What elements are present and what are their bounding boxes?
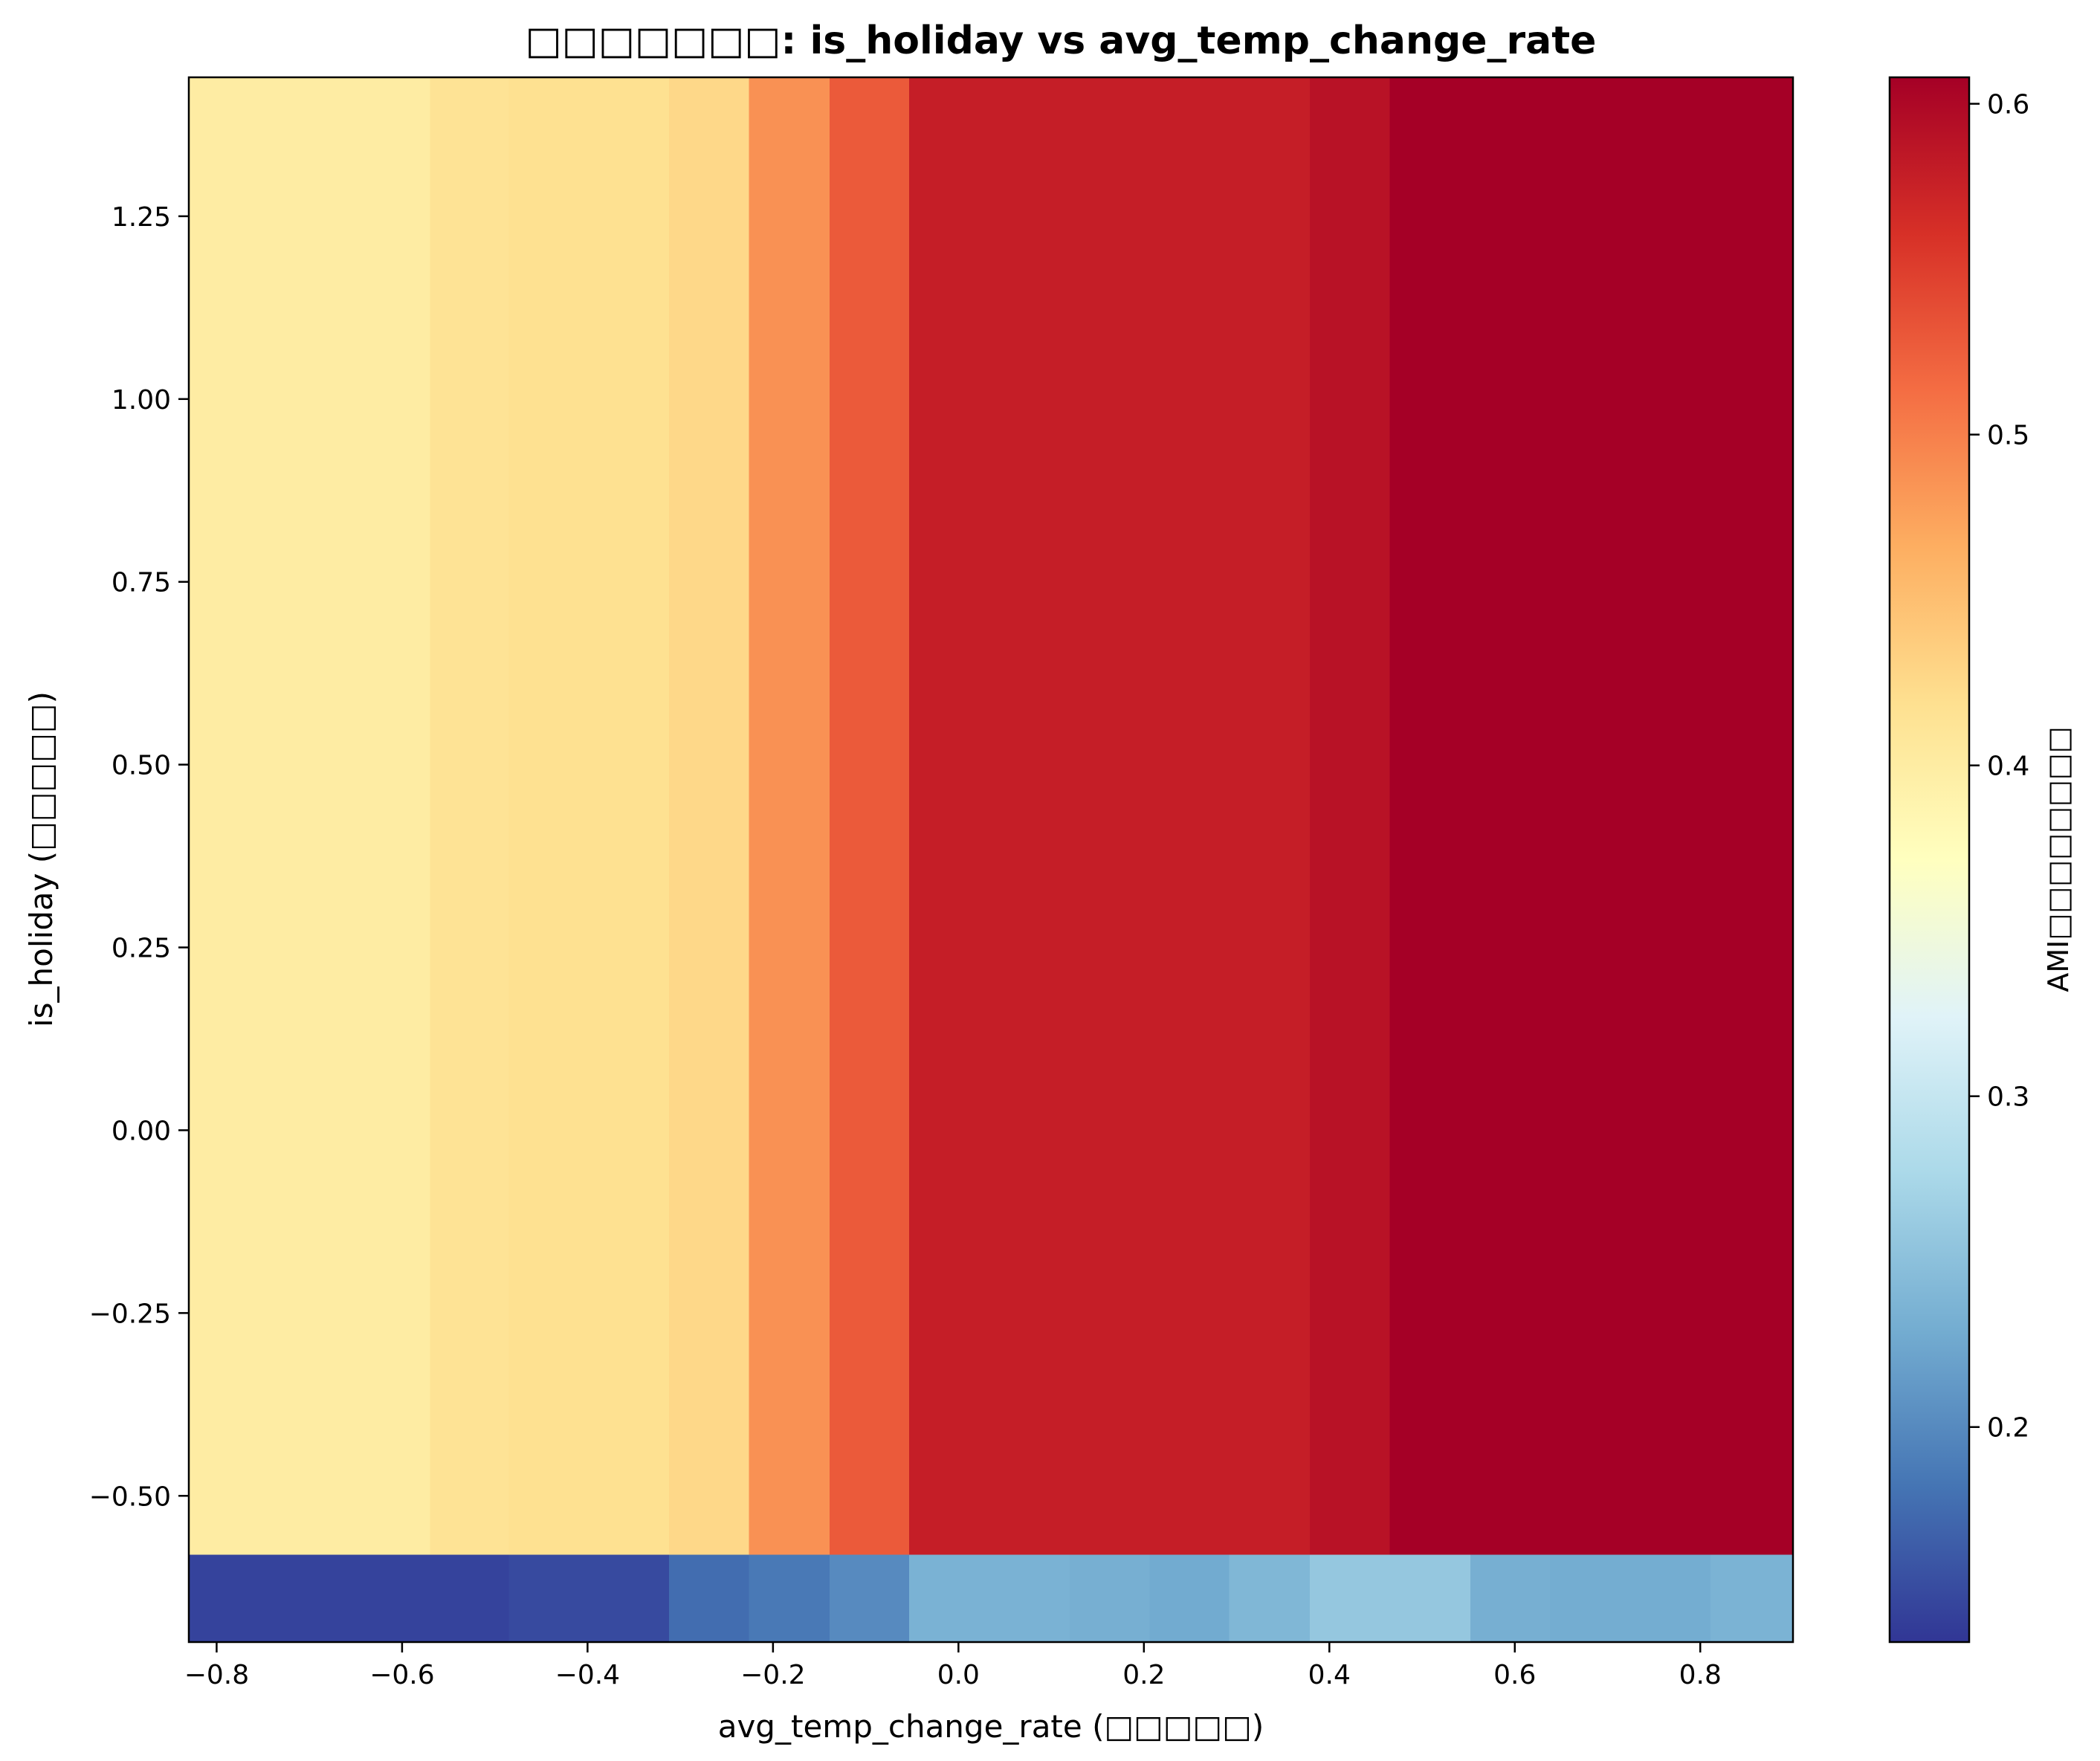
heatmap-cell — [1629, 77, 1711, 1555]
x-tick-label: 0.8 — [1679, 1660, 1722, 1690]
heatmap-cell — [1710, 1554, 1794, 1643]
heatmap-cell — [829, 77, 911, 1555]
x-tick-label: 0.4 — [1308, 1660, 1351, 1690]
heatmap-cell — [1550, 1554, 1631, 1643]
y-axis-label: is_holiday (□□□□□) — [23, 691, 59, 1027]
y-axis: −0.50 −0.25 0.00 0.25 0.50 0.75 1.00 1.25 — [89, 202, 189, 1512]
heatmap-cell — [1629, 1554, 1711, 1643]
x-tick-label: 0.6 — [1493, 1660, 1536, 1690]
heatmap-cell — [1550, 77, 1631, 1555]
y-tick-label: 1.00 — [112, 385, 171, 416]
colorbar-axis: 0.2 0.3 0.4 0.5 0.6 — [1969, 90, 2029, 1444]
heatmap-cell — [1070, 1554, 1151, 1643]
heatmap-cell — [430, 77, 510, 1555]
colorbar — [1888, 76, 1971, 1644]
heatmap-cell — [749, 1554, 830, 1643]
heatmap-cell — [909, 1554, 990, 1643]
heatmap-cell — [989, 1554, 1070, 1643]
plot-frame — [187, 76, 1794, 1644]
heatmap-cell — [669, 77, 750, 1555]
x-tick-label: 0.0 — [937, 1660, 980, 1690]
heatmap-cell — [1070, 77, 1151, 1555]
y-tick-label: −0.25 — [89, 1299, 171, 1329]
x-axis: −0.8 −0.6 −0.4 −0.2 0.0 0.2 0.4 0.6 0.8 — [184, 1642, 1722, 1690]
x-tick-label: −0.4 — [555, 1660, 620, 1690]
y-tick-label: 0.00 — [112, 1116, 171, 1146]
colorbar-tick-label: 0.6 — [1987, 90, 2029, 120]
heatmap-cell — [189, 77, 431, 1555]
y-tick-label: −0.50 — [89, 1481, 171, 1512]
y-tick-label: 0.25 — [112, 934, 171, 964]
colorbar-tick-label: 0.4 — [1987, 752, 2029, 782]
x-axis-label: avg_temp_change_rate (□□□□□) — [718, 1708, 1264, 1745]
heatmap-cell — [1310, 1554, 1391, 1643]
heatmap-cell — [430, 1554, 510, 1643]
heatmap-cell — [1470, 1554, 1551, 1643]
heatmap-cell — [508, 77, 670, 1555]
heatmap-cell — [1710, 77, 1794, 1555]
heatmap-cell — [508, 1554, 670, 1643]
heatmap-cell — [1229, 1554, 1311, 1643]
heatmap-cell — [909, 77, 990, 1555]
colorbar-label: AMI□□□□□□□□ — [2042, 726, 2075, 992]
x-tick-label: −0.6 — [369, 1660, 434, 1690]
heatmap-cell — [1470, 77, 1551, 1555]
heatmap-cell — [1149, 1554, 1230, 1643]
colorbar-tick-label: 0.3 — [1987, 1082, 2029, 1113]
heatmap-cell — [1149, 77, 1230, 1555]
heatmap-cell — [1389, 1554, 1471, 1643]
chart-title: □□□□□□□: is_holiday vs avg_temp_change_r… — [526, 19, 1597, 63]
y-tick-label: 0.75 — [112, 568, 171, 598]
colorbar-tick-label: 0.2 — [1987, 1413, 2029, 1444]
x-tick-label: −0.8 — [184, 1660, 249, 1690]
heatmap-cell — [669, 1554, 750, 1643]
y-tick-label: 1.25 — [112, 202, 171, 233]
colorbar-tick-label: 0.5 — [1987, 421, 2029, 451]
y-tick-label: 0.50 — [112, 751, 171, 781]
heatmap-cell — [1229, 77, 1311, 1555]
heatmap-cell — [749, 77, 830, 1555]
x-tick-label: −0.2 — [740, 1660, 805, 1690]
heatmap-cell — [829, 1554, 911, 1643]
x-tick-label: 0.2 — [1122, 1660, 1165, 1690]
heatmap-cell — [1310, 77, 1391, 1555]
heatmap-cell — [989, 77, 1070, 1555]
heatmap-cell — [189, 1554, 431, 1643]
heatmap-cell — [1389, 77, 1471, 1555]
heatmap-cells — [189, 77, 1794, 1643]
